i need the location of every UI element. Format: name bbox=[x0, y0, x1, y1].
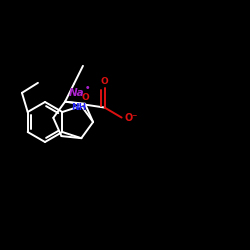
Text: NH: NH bbox=[71, 103, 86, 112]
Text: O: O bbox=[101, 76, 108, 86]
Text: Na: Na bbox=[69, 88, 85, 98]
Text: O: O bbox=[81, 93, 89, 102]
Text: O⁻: O⁻ bbox=[125, 112, 138, 122]
Text: •: • bbox=[85, 84, 90, 93]
